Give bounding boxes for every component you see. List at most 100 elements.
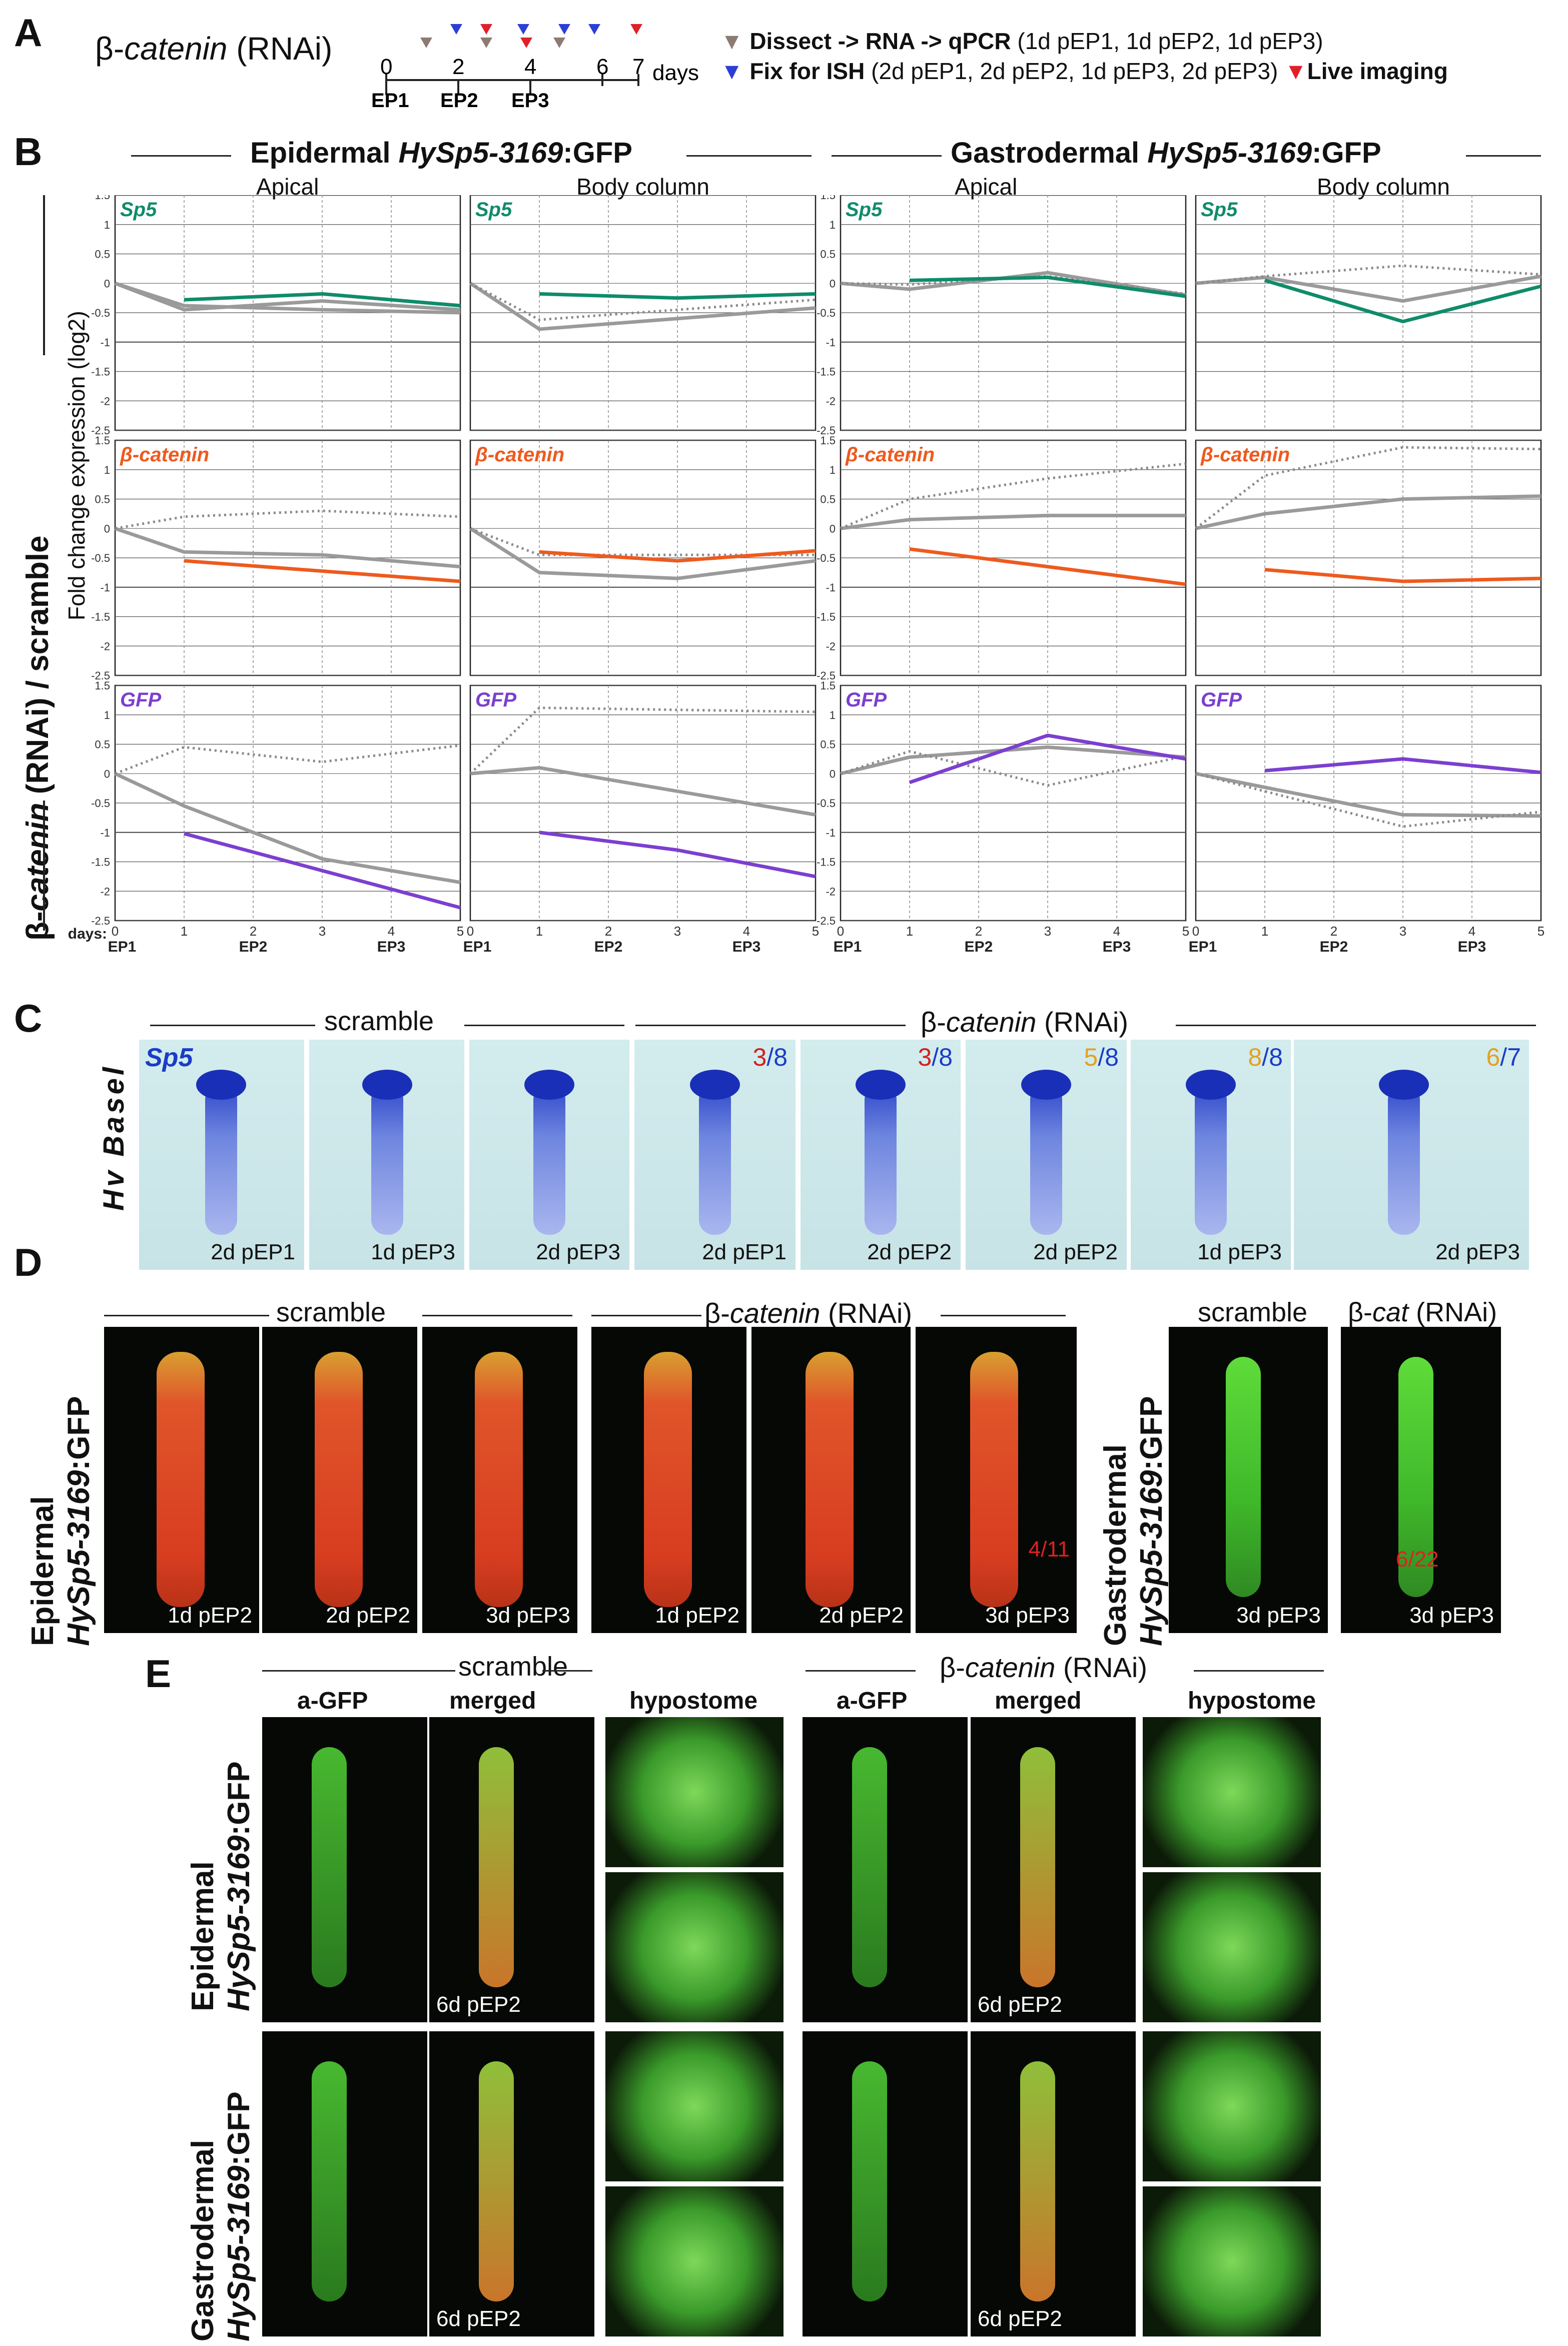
series-line-grey bbox=[114, 526, 461, 569]
x-tick-label: 4 bbox=[743, 924, 750, 939]
y-tick-label: 1 bbox=[104, 464, 110, 476]
rule bbox=[43, 195, 45, 355]
hypostome-image bbox=[1143, 2186, 1321, 2336]
y-tick-label: -1.5 bbox=[817, 366, 836, 378]
y-tick-label: -0.5 bbox=[91, 797, 110, 810]
polyp-body bbox=[1030, 1085, 1062, 1235]
y-tick-label: 0 bbox=[104, 522, 110, 535]
series-line-dotted bbox=[115, 744, 461, 775]
tick-2: 2 bbox=[452, 55, 464, 79]
live-image: 2d pEP2 bbox=[262, 1327, 417, 1633]
ratio-label: 3/8 bbox=[918, 1043, 953, 1071]
e-col-merged-2: merged bbox=[995, 1688, 1082, 1714]
y-tick-label: -1.5 bbox=[91, 611, 110, 623]
rule bbox=[131, 155, 231, 157]
x-tick-label: 4 bbox=[1113, 924, 1120, 939]
gene-label: Sp5 bbox=[145, 1043, 193, 1072]
y-tick-label: 1.5 bbox=[820, 679, 836, 692]
ratio-label: 6/22 bbox=[1396, 1547, 1439, 1572]
series-line-gfp bbox=[909, 733, 1186, 785]
tick-0: 0 bbox=[380, 55, 392, 79]
x-tick-label: 3 bbox=[1044, 924, 1051, 939]
polyp-body bbox=[865, 1085, 897, 1235]
e-col-merged-1: merged bbox=[449, 1688, 536, 1714]
fluorescence-image: 6d pEP2 bbox=[971, 1717, 1136, 2022]
image-caption: 6d pEP2 bbox=[436, 2306, 521, 2331]
image-caption: 2d pEP1 bbox=[702, 1240, 787, 1264]
polyp-head bbox=[1379, 1070, 1429, 1100]
x-tick-label: 3 bbox=[1399, 924, 1406, 939]
image-caption: 1d pEP3 bbox=[371, 1240, 455, 1264]
x-ep-label: EP2 bbox=[594, 939, 623, 955]
polyp-head bbox=[362, 1070, 412, 1100]
y-tick-label: 1.5 bbox=[95, 434, 110, 447]
polyp-body bbox=[970, 1352, 1019, 1607]
panel-label-b: B bbox=[14, 130, 43, 174]
y-tick-label: 1 bbox=[104, 219, 110, 231]
sp5-ish-image: 3/8 2d pEP2 bbox=[801, 1040, 961, 1270]
image-caption: 3d pEP3 bbox=[1236, 1603, 1321, 1628]
hypostome-image bbox=[1143, 1872, 1321, 2022]
series-line-dotted bbox=[840, 750, 1186, 787]
series-line-catenin bbox=[909, 547, 1186, 586]
e-col-hypostome-1: hypostome bbox=[629, 1688, 758, 1714]
live-image: 3d pEP3 bbox=[1169, 1327, 1328, 1633]
rule bbox=[686, 155, 812, 157]
series-line-grey bbox=[469, 527, 816, 580]
series-line-dotted bbox=[115, 509, 461, 530]
series-line-grey bbox=[1195, 771, 1541, 818]
gene-label: Sp5 bbox=[846, 199, 883, 221]
rule bbox=[104, 1315, 269, 1316]
x-ep-label: EP1 bbox=[108, 939, 137, 955]
series-line-grey bbox=[1195, 494, 1541, 530]
polyp-body bbox=[312, 2061, 347, 2301]
rule bbox=[542, 1670, 592, 1672]
hypostome-image bbox=[605, 2031, 783, 2181]
series-line-sp bbox=[184, 292, 461, 308]
c-side-label: Hv Basel bbox=[98, 1064, 130, 1211]
x-ep-label: EP2 bbox=[1320, 939, 1348, 955]
e-side-epi: Epidermal HySp5-3169:GFP bbox=[186, 1761, 256, 2011]
y-tick-label: 0 bbox=[104, 277, 110, 290]
image-caption: 2d pEP2 bbox=[1033, 1240, 1118, 1264]
y-tick-label: -0.5 bbox=[817, 307, 836, 319]
x-ep-label: EP3 bbox=[732, 939, 761, 955]
x-tick-label: 1 bbox=[906, 924, 913, 939]
panel-label-d: D bbox=[14, 1240, 43, 1284]
y-tick-label: -1.5 bbox=[91, 366, 110, 378]
gene-label: β-catenin bbox=[475, 444, 564, 466]
polyp-body bbox=[1020, 1747, 1055, 1987]
x-tick-label: 0 bbox=[467, 924, 474, 939]
x-tick-label: 1 bbox=[536, 924, 543, 939]
x-ep-label: EP3 bbox=[1458, 939, 1486, 955]
c-scramble-label: scramble bbox=[324, 1006, 434, 1036]
fluorescence-image: 6d pEP2 bbox=[429, 2031, 594, 2336]
rule bbox=[806, 1670, 916, 1672]
ratio-label: 6/7 bbox=[1486, 1043, 1521, 1071]
series-line-grey bbox=[469, 282, 816, 331]
y-tick-label: -2.5 bbox=[817, 915, 836, 927]
polyp-body bbox=[644, 1352, 692, 1607]
polyp-head bbox=[524, 1070, 574, 1100]
live-image: 1d pEP2 bbox=[104, 1327, 259, 1633]
series-line-dotted bbox=[469, 282, 816, 321]
x-tick-label: 1 bbox=[1261, 924, 1268, 939]
header-gastrodermal: Gastrodermal HySp5-3169:GFP bbox=[951, 137, 1381, 169]
image-caption: 6d pEP2 bbox=[978, 1992, 1062, 2017]
legend-qpcr: ▼ Dissect -> RNA -> qPCR (1d pEP1, 1d pE… bbox=[720, 28, 1323, 54]
e-rnai-label: β-catenin (RNAi) bbox=[937, 1651, 1150, 1684]
y-tick-label: 1.5 bbox=[95, 195, 110, 202]
legend-ish: ▼ Fix for ISH (2d pEP1, 2d pEP2, 1d pEP3… bbox=[720, 58, 1448, 84]
x-tick-label: 2 bbox=[250, 924, 257, 939]
polyp-body bbox=[1195, 1085, 1227, 1235]
y-tick-label: 1 bbox=[830, 219, 836, 231]
polyp-body bbox=[852, 1747, 887, 1987]
x-tick-label: 2 bbox=[605, 924, 612, 939]
series-line-gfp bbox=[184, 832, 461, 910]
y-tick-label: -2 bbox=[100, 640, 110, 652]
series-line-dotted bbox=[1195, 772, 1541, 828]
gene-label: β-catenin bbox=[845, 444, 935, 466]
sp5-ish-image: Sp5 2d pEP1 bbox=[139, 1040, 304, 1270]
polyp-body bbox=[371, 1085, 403, 1235]
rule bbox=[832, 155, 942, 157]
